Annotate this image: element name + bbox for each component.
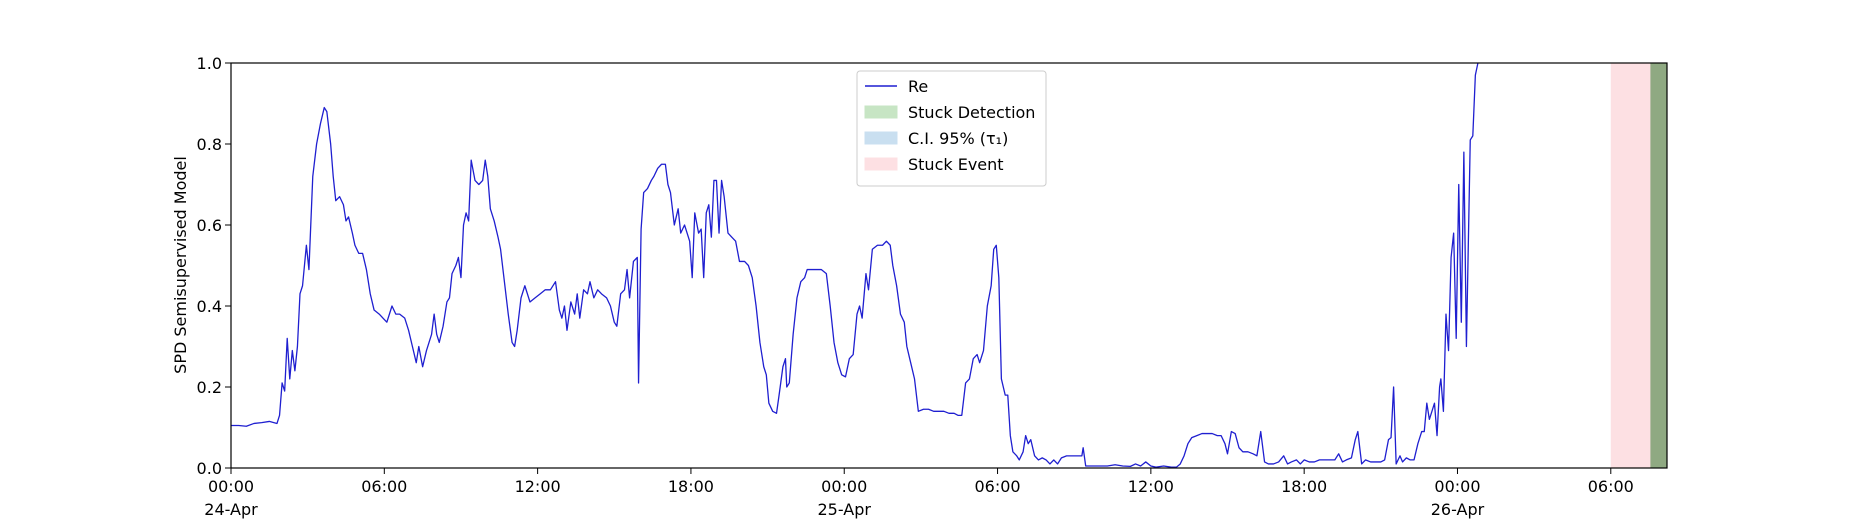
- x-tick-label: 06:00: [974, 477, 1020, 496]
- x-tick-label: 24-Apr: [204, 500, 258, 519]
- x-tick-label: 00:00: [1434, 477, 1480, 496]
- legend-label-stuck-detection: Stuck Detection: [908, 103, 1035, 122]
- x-tick-label: 18:00: [1281, 477, 1327, 496]
- region-stuck-detection: [1650, 63, 1667, 468]
- y-tick-label: 0.2: [197, 378, 222, 397]
- legend: Re Stuck Detection C.I. 95% (τ₁) Stuck Even…: [856, 70, 1047, 187]
- legend-label-re: Re: [908, 77, 928, 96]
- plot-area-frame: [230, 62, 1668, 469]
- x-tick-label: 26-Apr: [1431, 500, 1485, 519]
- x-tick-label: 18:00: [668, 477, 714, 496]
- legend-swatch-stuck-event: [864, 157, 898, 171]
- legend-box: [856, 70, 1047, 187]
- legend-label-c-i-95: C.I. 95% (τ₁): [908, 129, 1008, 148]
- legend-swatch-stuck-detection: [864, 105, 898, 119]
- series-layer: [231, 62, 1479, 468]
- y-tick-label: 0.0: [197, 459, 222, 478]
- y-tick-label: 0.6: [197, 216, 222, 235]
- series-line-re: [231, 62, 1479, 468]
- x-tick-label: 12:00: [1128, 477, 1174, 496]
- x-axis: 00:00 24-Apr 1900 06:00 12:00 18:00 00:00 25-Ap…: [204, 468, 1634, 525]
- x-tick-label: 00:00: [821, 477, 867, 496]
- y-axis: 0.0 0.2 0.4 0.6 0.8 1.0: [197, 54, 231, 478]
- x-tick-label: 1900: [211, 523, 252, 525]
- highlight-regions: [1610, 63, 1667, 468]
- x-tick-label: 06:00: [1588, 477, 1634, 496]
- y-tick-label: 0.4: [197, 297, 222, 316]
- y-axis-label: SPD Semisupervised Model: [171, 156, 190, 374]
- x-tick-label: 12:00: [515, 477, 561, 496]
- y-tick-label: 1.0: [197, 54, 222, 73]
- legend-swatch-c-i-95: [864, 131, 898, 145]
- x-tick-label: 25-Apr: [818, 500, 872, 519]
- x-tick-label: 06:00: [361, 477, 407, 496]
- legend-label-stuck-event: Stuck Event: [908, 155, 1004, 174]
- x-tick-label: 00:00: [208, 477, 254, 496]
- y-tick-label: 0.8: [197, 135, 222, 154]
